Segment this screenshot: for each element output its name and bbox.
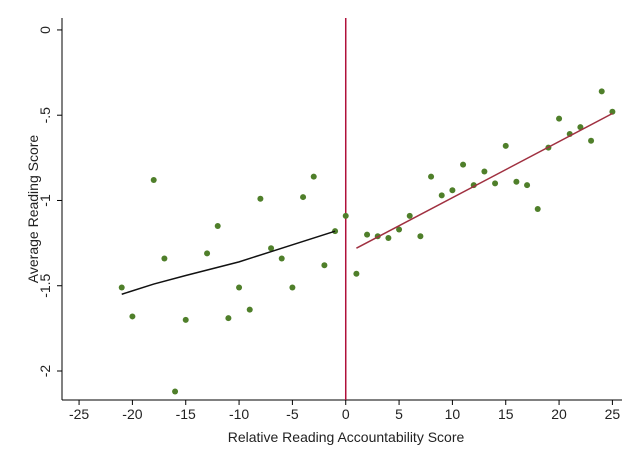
data-point — [246, 306, 253, 313]
y-tick-label: 0 — [37, 26, 53, 34]
data-point — [172, 388, 179, 395]
data-point — [524, 182, 531, 189]
data-point — [150, 177, 157, 184]
data-point — [214, 223, 221, 230]
x-tick-label: 15 — [498, 406, 514, 422]
data-point — [257, 195, 264, 202]
x-tick-label: 25 — [605, 406, 621, 422]
data-point — [460, 161, 467, 168]
x-tick-label: -5 — [286, 406, 299, 422]
fit-line — [356, 112, 613, 249]
y-tick-label: -1 — [37, 194, 53, 207]
data-point — [353, 270, 360, 277]
data-point — [588, 137, 595, 144]
data-point — [364, 231, 371, 238]
y-axis-label: Average Reading Score — [25, 135, 41, 284]
data-point — [598, 88, 605, 95]
data-point — [438, 192, 445, 199]
data-point — [513, 178, 520, 185]
data-point — [406, 212, 413, 219]
data-point — [481, 168, 488, 175]
data-point — [129, 313, 136, 320]
data-point — [310, 173, 317, 180]
x-tick-label: -15 — [176, 406, 196, 422]
x-tick-label: -25 — [69, 406, 89, 422]
data-point — [417, 233, 424, 240]
y-tick-label: -2 — [37, 365, 53, 378]
data-point — [289, 284, 296, 291]
data-point — [118, 284, 125, 291]
data-point — [225, 315, 232, 322]
x-tick-label: 5 — [395, 406, 403, 422]
data-point — [342, 212, 349, 219]
data-point — [300, 194, 307, 201]
data-point — [396, 226, 403, 233]
data-point — [236, 284, 243, 291]
data-point — [182, 316, 189, 323]
y-tick-label: -.5 — [37, 107, 53, 124]
data-point — [385, 234, 392, 241]
data-point — [268, 245, 275, 252]
data-point — [428, 173, 435, 180]
data-point — [556, 115, 563, 122]
data-point — [492, 180, 499, 187]
x-tick-label: -20 — [122, 406, 142, 422]
x-axis-label: Relative Reading Accountability Score — [228, 429, 465, 445]
x-tick-label: 10 — [445, 406, 461, 422]
data-point — [577, 124, 584, 131]
fit-line — [121, 230, 336, 295]
x-tick-label: 20 — [551, 406, 567, 422]
x-tick-label: 0 — [342, 406, 350, 422]
data-point — [449, 187, 456, 194]
data-point — [502, 142, 509, 149]
data-point — [321, 262, 328, 269]
y-tick-label: -1.5 — [37, 273, 53, 297]
data-point — [534, 206, 541, 212]
data-point — [278, 255, 285, 262]
data-point — [161, 255, 168, 262]
x-tick-label: -10 — [229, 406, 249, 422]
data-point — [609, 108, 616, 115]
data-point — [204, 250, 211, 257]
